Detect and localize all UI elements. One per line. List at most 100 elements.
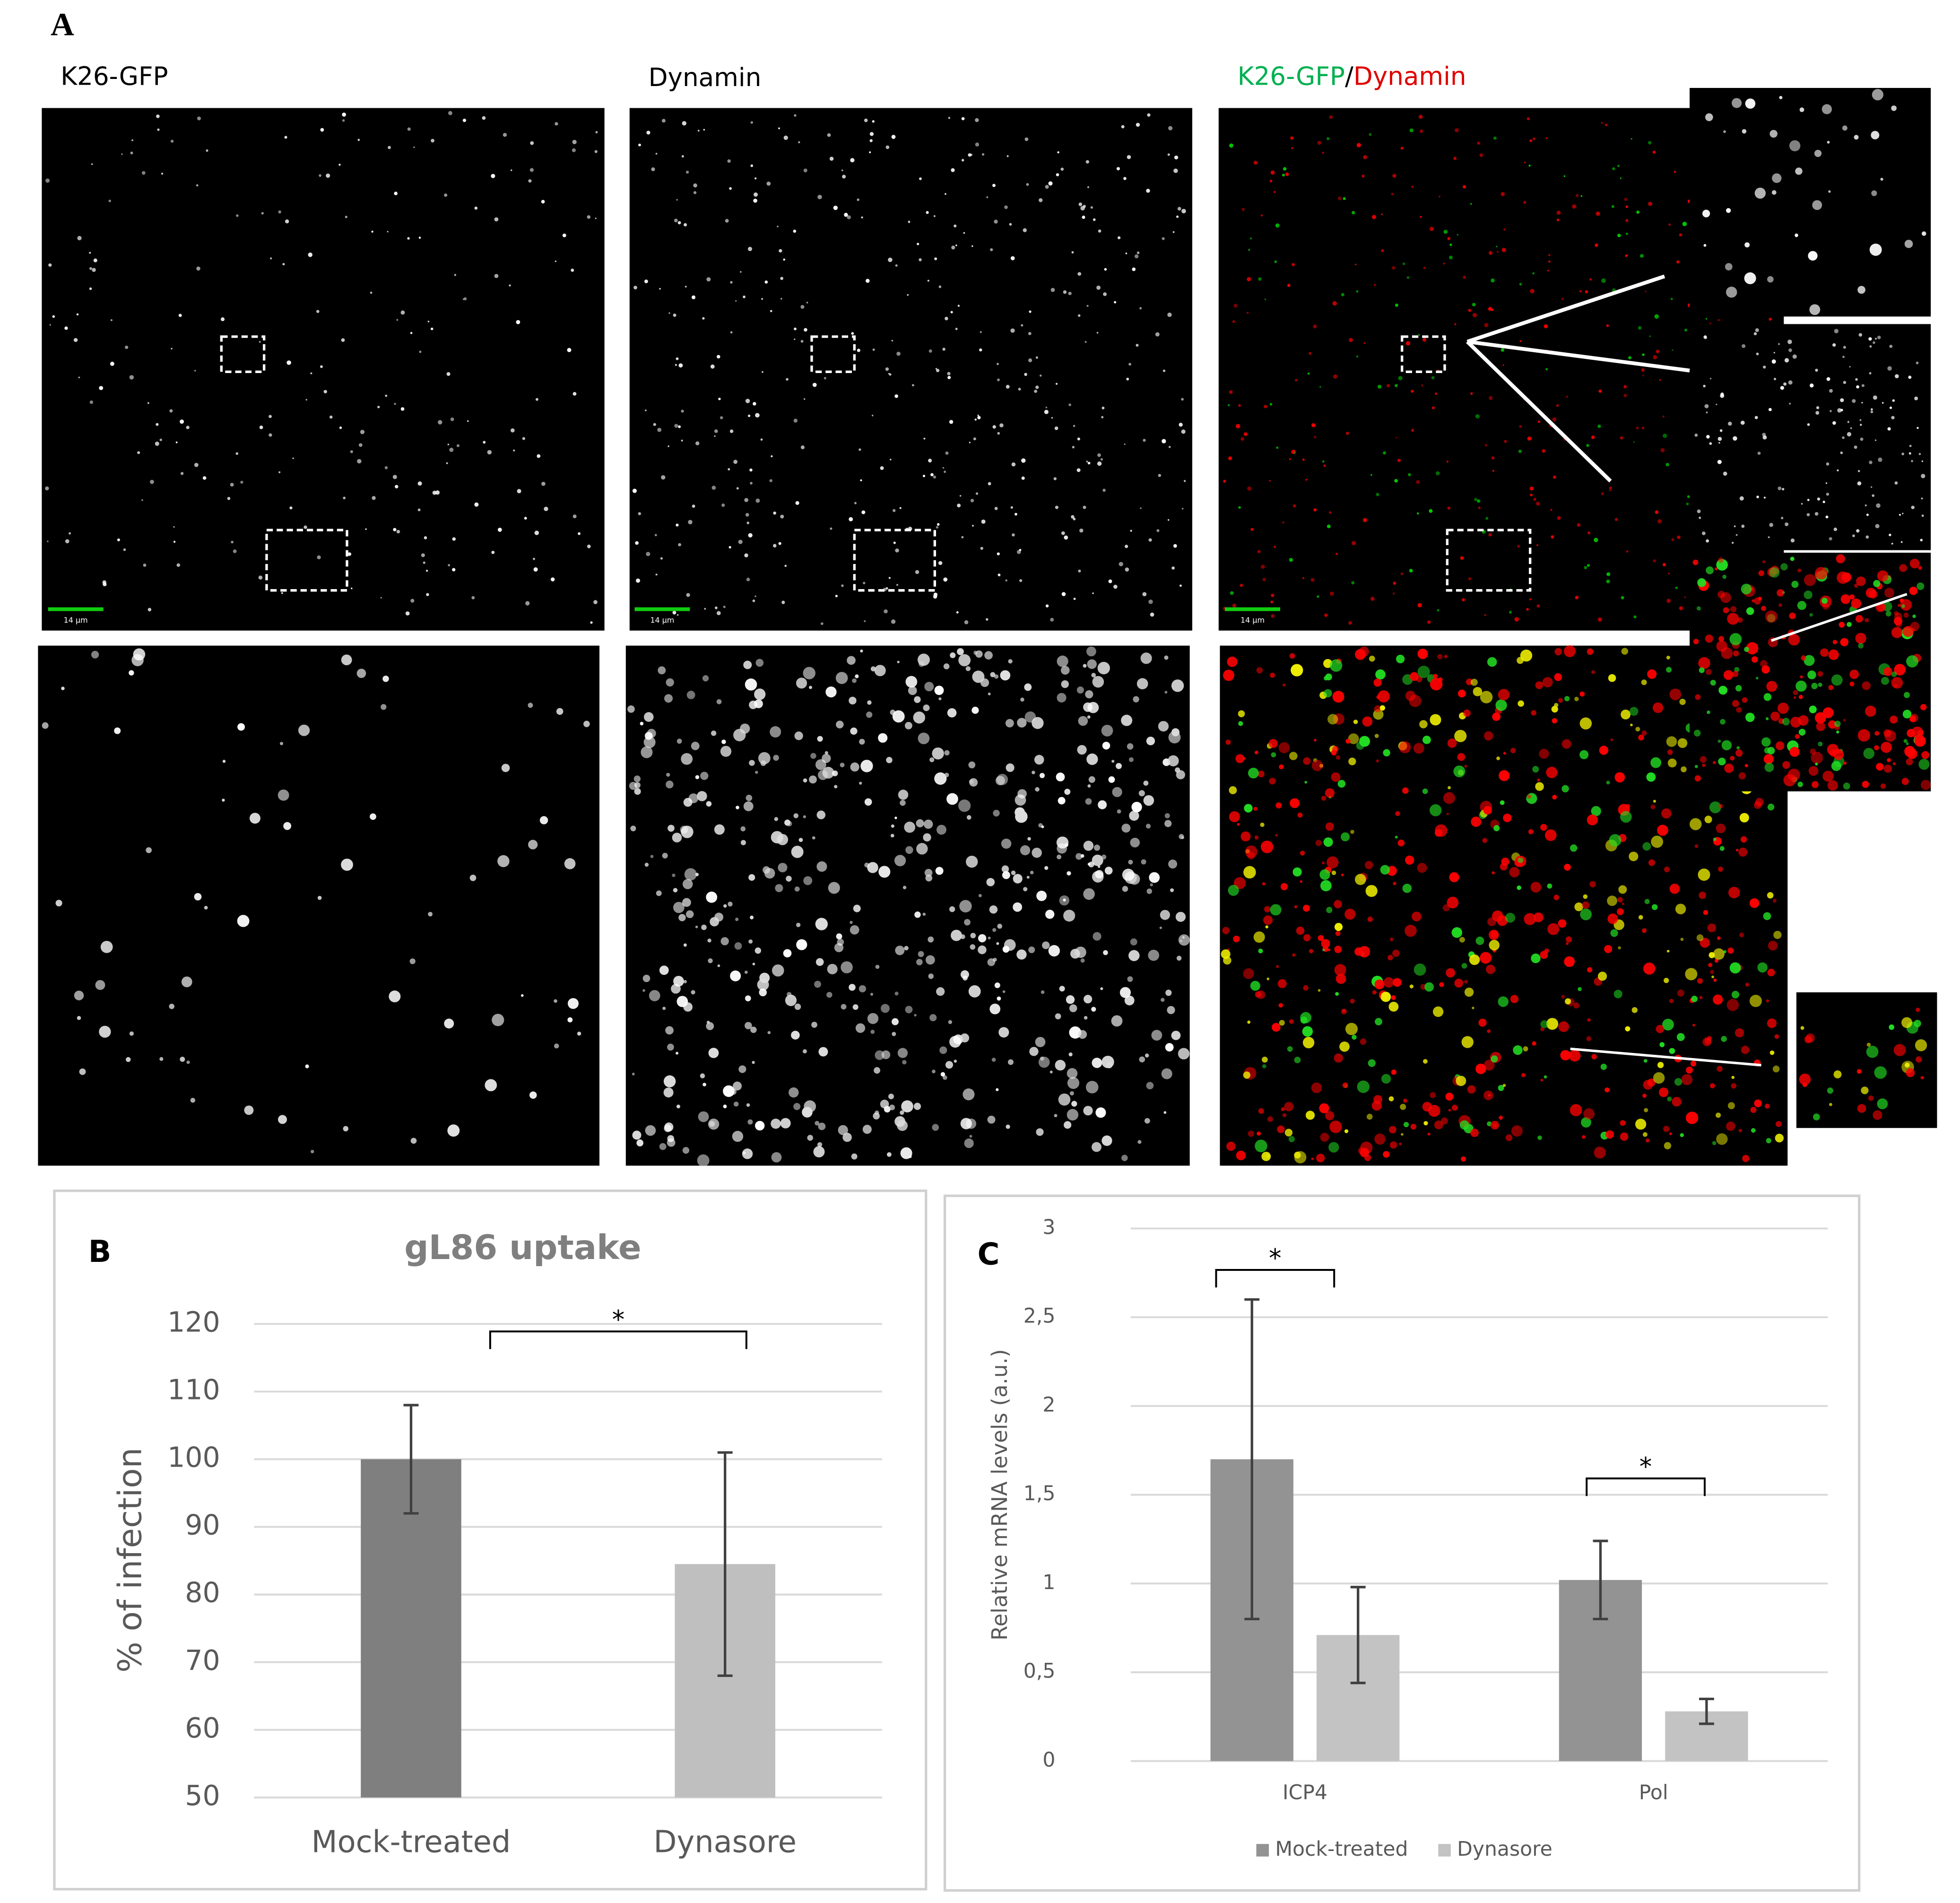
signal-dot (1101, 406, 1105, 409)
signal-dot (992, 928, 997, 932)
signal-dot (946, 793, 958, 805)
signal-dot (357, 139, 360, 141)
signal-dot (1369, 133, 1372, 136)
signal-dot (1320, 880, 1332, 892)
signal-dot (1356, 290, 1359, 293)
signal-dot (1617, 897, 1623, 903)
signal-dot (1331, 772, 1341, 782)
signal-dot (1731, 541, 1734, 544)
signal-dot (923, 819, 933, 829)
signal-dot (803, 168, 807, 173)
signal-dot (587, 215, 590, 219)
signal-dot (667, 1043, 674, 1051)
signal-dot (1865, 535, 1869, 539)
signal-dot (1631, 1007, 1638, 1013)
signal-dot (1657, 825, 1668, 836)
signal-dot (847, 656, 856, 665)
signal-dot (1372, 215, 1377, 219)
signal-dot (772, 964, 784, 977)
signal-dot (1486, 965, 1495, 974)
signal-dot (1832, 343, 1836, 347)
signal-dot (1472, 1007, 1474, 1009)
signal-dot (1746, 607, 1754, 615)
signal-dot (1254, 835, 1259, 840)
signal-dot (529, 1091, 537, 1099)
signal-dot (289, 506, 293, 510)
signal-dot (1524, 162, 1526, 164)
signal-dot (1542, 449, 1546, 453)
signal-dot (452, 537, 456, 541)
signal-dot (1767, 803, 1775, 811)
signal-dot (1857, 1104, 1866, 1113)
signal-dot (1341, 832, 1350, 842)
signal-dot (717, 964, 720, 967)
signal-dot (900, 1110, 904, 1115)
signal-dot (1517, 885, 1521, 890)
signal-dot (1411, 428, 1414, 432)
signal-dot (1501, 248, 1506, 252)
signal-dot (1378, 690, 1390, 703)
signal-dot (960, 934, 965, 939)
signal-dot (1866, 1045, 1879, 1058)
signal-dot (1281, 1107, 1285, 1112)
signal-dot (1629, 707, 1639, 716)
signal-dot (578, 532, 581, 535)
signal-dot (800, 340, 804, 343)
signal-dot (1866, 513, 1869, 516)
signal-dot (1847, 421, 1849, 423)
signal-dot (1871, 486, 1873, 488)
signal-dot (700, 1073, 705, 1078)
signal-dot (1030, 870, 1034, 875)
signal-dot (682, 879, 693, 889)
signal-dot (169, 1003, 174, 1009)
signal-dot (467, 420, 469, 422)
signal-dot (904, 721, 912, 730)
signal-dot (900, 799, 906, 806)
signal-dot (1765, 610, 1778, 623)
signal-dot (738, 539, 743, 544)
signal-dot (1236, 1150, 1246, 1160)
error-bar (1350, 1586, 1366, 1685)
signal-dot (1098, 229, 1101, 233)
signal-dot (817, 736, 823, 742)
signal-dot (171, 348, 173, 350)
signal-dot (1857, 286, 1865, 294)
signal-dot (1454, 979, 1464, 988)
signal-dot (1319, 869, 1330, 880)
signal-dot (513, 449, 515, 452)
signal-dot (1849, 365, 1851, 368)
signal-dot (1653, 799, 1656, 803)
signal-dot (1646, 772, 1656, 782)
signal-dot (1277, 1125, 1285, 1133)
signal-dot (1669, 999, 1674, 1003)
signal-dot (1471, 817, 1482, 827)
signal-dot (1739, 496, 1744, 501)
signal-dot (1240, 437, 1244, 441)
signal-dot (1044, 409, 1049, 414)
signal-dot (759, 988, 767, 997)
signal-dot (1492, 871, 1495, 875)
signal-dot (1903, 692, 1910, 698)
signal-dot (1024, 373, 1027, 376)
signal-dot (1483, 806, 1492, 815)
signal-dot (960, 970, 969, 979)
signal-dot (855, 674, 859, 678)
signal-dot (501, 764, 510, 773)
signal-dot (1902, 626, 1914, 637)
signal-dot (1874, 731, 1880, 736)
signal-dot (1921, 514, 1924, 517)
merge-separator: / (1345, 61, 1353, 91)
signal-dot (851, 1153, 858, 1160)
signal-dot (1370, 474, 1372, 476)
signal-dot (1036, 890, 1047, 901)
signal-dot (1145, 1053, 1149, 1058)
signal-dot (1080, 958, 1085, 963)
signal-dot (863, 582, 866, 584)
signal-dot (1258, 948, 1263, 954)
signal-dot (1663, 1126, 1670, 1132)
signal-dot (1667, 749, 1673, 755)
signal-dot (1419, 720, 1428, 729)
signal-dot (646, 130, 650, 135)
signal-dot (988, 692, 991, 695)
signal-dot (1921, 497, 1923, 500)
